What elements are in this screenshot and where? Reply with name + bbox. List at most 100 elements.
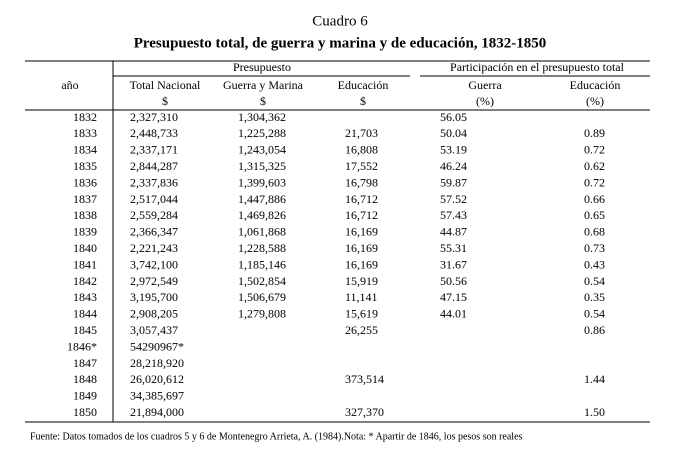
table-cell: 373,514 — [345, 372, 384, 386]
row-year: 1848 — [73, 372, 97, 386]
table-cell: 28,218,920 — [130, 356, 184, 370]
table-cell: 50.04 — [440, 126, 467, 140]
table-cell: 0.68 — [584, 225, 605, 239]
table-cell: 0.72 — [584, 143, 605, 157]
row-year: 1850 — [73, 405, 97, 419]
table-cell: 16,712 — [345, 208, 378, 222]
table-cell: 0.89 — [584, 126, 605, 140]
table-cell: 17,552 — [345, 159, 378, 173]
table-cell: 2,972,549 — [130, 274, 178, 288]
table-cell: 53.19 — [440, 143, 467, 157]
table-cell: 1,502,854 — [238, 274, 286, 288]
column-header: Total Nacional — [130, 78, 201, 92]
table-cell: 15,619 — [345, 307, 378, 321]
row-year: 1844 — [73, 307, 97, 321]
table-cell: 2,908,205 — [130, 307, 178, 321]
row-year: 1843 — [73, 290, 97, 304]
column-unit: $ — [260, 94, 266, 108]
table-cell: 0.73 — [584, 241, 605, 255]
row-year: 1834 — [73, 143, 97, 157]
column-unit: $ — [162, 94, 168, 108]
column-header: Guerra y Marina — [223, 78, 304, 92]
column-header: Educación — [338, 78, 389, 92]
table-cell: 55.31 — [440, 241, 467, 255]
table-cell: 0.54 — [584, 274, 605, 288]
table-cell: 16,712 — [345, 192, 378, 206]
table-cell: 1,447,886 — [238, 192, 286, 206]
table-cell: 0.54 — [584, 307, 605, 321]
table-cell: 1,506,679 — [238, 290, 286, 304]
table-cell: 0.35 — [584, 290, 605, 304]
table-cell: 1,225,288 — [238, 126, 286, 140]
row-year: 1842 — [73, 274, 97, 288]
table-cell: 26,020,612 — [130, 372, 184, 386]
table-cell: 54290967* — [130, 339, 184, 353]
table-cell: 327,370 — [345, 405, 384, 419]
column-unit: (%) — [476, 94, 494, 108]
subtitle: Presupuesto total, de guerra y marina y … — [134, 35, 547, 51]
title: Cuadro 6 — [312, 13, 368, 29]
row-year: 1849 — [73, 389, 97, 403]
table-cell: 0.86 — [584, 323, 605, 337]
row-year: 1840 — [73, 241, 97, 255]
table-cell: 0.62 — [584, 159, 605, 173]
table-cell: 1.44 — [584, 372, 605, 386]
table-cell: 16,169 — [345, 257, 378, 271]
table-cell: 56.05 — [440, 110, 467, 124]
column-header: Guerra — [468, 78, 502, 92]
table-cell: 11,141 — [345, 290, 378, 304]
row-year: 1846* — [67, 339, 97, 353]
table-cell: 16,169 — [345, 225, 378, 239]
table-cell: 2,517,044 — [130, 192, 178, 206]
column-unit: $ — [360, 94, 366, 108]
row-year: 1836 — [73, 175, 97, 189]
group-header: Participación en el presupuesto total — [450, 60, 625, 74]
table-cell: 16,808 — [345, 143, 378, 157]
row-year: 1841 — [73, 257, 97, 271]
table-cell: 2,337,171 — [130, 143, 178, 157]
table-cell: 26,255 — [345, 323, 378, 337]
table-cell: 21,894,000 — [130, 405, 184, 419]
table-cell: 47.15 — [440, 290, 467, 304]
table-cell: 3,195,700 — [130, 290, 178, 304]
table-cell: 3,057,437 — [130, 323, 178, 337]
table-cell: 1,061,868 — [238, 225, 286, 239]
table-cell: 46.24 — [440, 159, 467, 173]
row-year: 1832 — [73, 110, 97, 124]
row-year: 1847 — [73, 356, 97, 370]
row-year: 1845 — [73, 323, 97, 337]
row-year: 1833 — [73, 126, 97, 140]
table-cell: 1,228,588 — [238, 241, 286, 255]
table-cell: 59.87 — [440, 175, 467, 189]
table-cell: 1,304,362 — [238, 110, 286, 124]
table-cell: 1,469,826 — [238, 208, 286, 222]
table-cell: 0.66 — [584, 192, 605, 206]
row-year: 1835 — [73, 159, 97, 173]
row-year: 1837 — [73, 192, 97, 206]
table-cell: 57.43 — [440, 208, 467, 222]
table-cell: 0.43 — [584, 257, 605, 271]
table-cell: 50.56 — [440, 274, 467, 288]
column-unit: (%) — [586, 94, 604, 108]
table-cell: 44.87 — [440, 225, 467, 239]
table-cell: 1,279,808 — [238, 307, 286, 321]
table-cell: 1,243,054 — [238, 143, 286, 157]
table-cell: 1,399,603 — [238, 175, 286, 189]
table-cell: 2,559,284 — [130, 208, 178, 222]
table-cell: 2,221,243 — [130, 241, 178, 255]
row-year: 1839 — [73, 225, 97, 239]
table-cell: 2,844,287 — [130, 159, 178, 173]
row-year: 1838 — [73, 208, 97, 222]
table-cell: 2,337,836 — [130, 175, 178, 189]
footnote: Fuente: Datos tomados de los cuadros 5 y… — [30, 431, 523, 442]
table-cell: 1,185,146 — [238, 257, 286, 271]
table-cell: 2,448,733 — [130, 126, 178, 140]
table-cell: 2,366,347 — [130, 225, 178, 239]
table-cell: 44.01 — [440, 307, 467, 321]
table-cell: 31.67 — [440, 257, 467, 271]
table-cell: 2,327,310 — [130, 110, 178, 124]
table-cell: 16,169 — [345, 241, 378, 255]
column-header: año — [61, 78, 78, 92]
table-cell: 21,703 — [345, 126, 378, 140]
